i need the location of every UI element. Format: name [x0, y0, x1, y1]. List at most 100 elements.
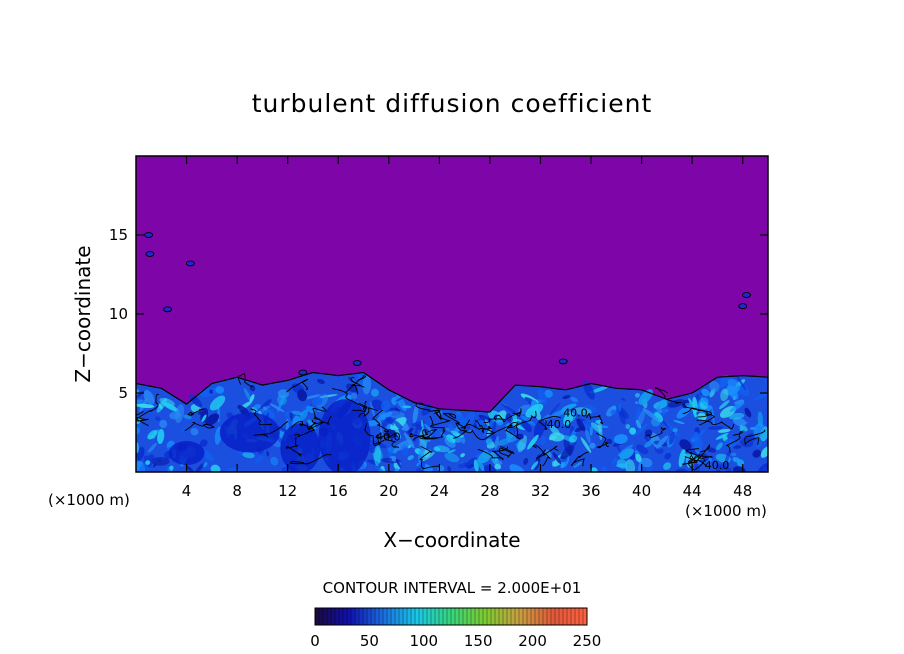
field-patch: [505, 432, 517, 443]
field-core: [219, 412, 280, 453]
field-patch: [495, 460, 503, 465]
floating-patch: [352, 360, 362, 366]
contour-line: [285, 437, 302, 457]
x-tick-label: 44: [683, 482, 702, 500]
floating-patch: [742, 292, 751, 298]
contour-label: 40.0: [705, 459, 730, 472]
field-patch: [156, 398, 168, 413]
contour-line: [595, 432, 609, 449]
field-patch: [190, 427, 199, 436]
field-patch: [640, 457, 653, 468]
field-patch: [595, 419, 601, 424]
field-patch: [561, 403, 577, 411]
field-patch: [374, 465, 388, 472]
field-patch: [625, 424, 631, 430]
field-patch: [760, 446, 768, 458]
field-patch: [658, 399, 668, 407]
field-patch: [732, 445, 742, 449]
contour-line: [308, 415, 325, 431]
contour-line: [498, 445, 515, 458]
field-patch: [371, 399, 385, 411]
field-patch: [560, 462, 565, 469]
field-patch: [736, 375, 747, 391]
contour-line: [538, 415, 562, 430]
field-patch: [266, 450, 269, 457]
field-core: [280, 423, 321, 472]
field-patch: [136, 403, 155, 409]
field-patch: [549, 432, 565, 442]
field-patch: [636, 444, 649, 455]
x-tick-label: 48: [733, 482, 752, 500]
contour-line: [744, 429, 766, 446]
contour-line: [364, 423, 385, 445]
field-patch: [573, 407, 592, 416]
x-tick-label: 4: [182, 482, 192, 500]
field-patch: [734, 399, 745, 405]
x-axis-ticks: 4 8 12 16 20 24 28 32 36 40 44 48: [182, 156, 752, 500]
field-patch: [395, 397, 404, 402]
field-patch: [717, 428, 731, 433]
x-tick-label: 28: [480, 482, 499, 500]
field-patch: [201, 414, 207, 423]
contour-line: [136, 411, 149, 422]
field-patch: [679, 439, 692, 451]
field-patch: [560, 444, 575, 460]
contour-line: [312, 406, 327, 420]
field-patch: [699, 429, 706, 435]
field-patch: [351, 392, 358, 400]
field-patch: [729, 401, 745, 413]
layer-top-contour: [136, 371, 768, 413]
field-patch: [644, 429, 653, 437]
field-patch: [477, 458, 485, 472]
x-tick-label: 32: [531, 482, 550, 500]
field-patch: [386, 410, 405, 419]
contour-line: [697, 455, 713, 467]
field-patch: [357, 464, 365, 472]
contour-line: [294, 427, 316, 438]
field-patch: [720, 388, 729, 402]
field-patch: [136, 399, 144, 404]
field-patch: [739, 385, 750, 397]
field-patch: [530, 461, 539, 470]
field-patch: [570, 396, 579, 403]
contour-line: [358, 407, 379, 417]
field-patch: [629, 427, 637, 435]
contour-line: [684, 452, 698, 463]
contour-line: [453, 419, 471, 439]
field-patch: [633, 423, 648, 437]
contour-line: [409, 428, 437, 439]
field-patch: [147, 442, 157, 453]
field-patch: [158, 403, 163, 409]
field-patch: [460, 453, 465, 458]
field-patch: [563, 411, 574, 426]
field-patch: [752, 449, 762, 458]
field-patch: [656, 405, 662, 414]
field-patch: [616, 459, 628, 469]
contour-label: 40.0: [547, 418, 572, 431]
contour-line: [374, 433, 390, 447]
colorbar-tick-label: 250: [573, 632, 602, 650]
contour-line: [419, 445, 440, 469]
field-patch: [617, 444, 634, 457]
contour-line: [372, 409, 389, 433]
field-patch: [742, 425, 748, 432]
field-patch: [637, 460, 642, 472]
field-patch: [391, 456, 397, 462]
colorbar-tick-label: 50: [360, 632, 379, 650]
field-patch: [289, 412, 294, 416]
field-patch: [183, 414, 192, 420]
field-patch: [393, 423, 401, 439]
contour-line: [352, 400, 368, 414]
field-patch: [362, 375, 372, 395]
field-patch: [612, 456, 618, 466]
field-patch: [447, 449, 456, 454]
field-patch: [440, 432, 455, 445]
floating-patch: [145, 251, 155, 257]
field-patch: [753, 393, 767, 401]
field-patch: [148, 454, 155, 461]
field-patch: [527, 434, 539, 450]
field-patch: [611, 405, 617, 410]
contour-line: [187, 408, 204, 416]
contour-line: [463, 424, 513, 441]
floating-patch: [144, 232, 154, 238]
